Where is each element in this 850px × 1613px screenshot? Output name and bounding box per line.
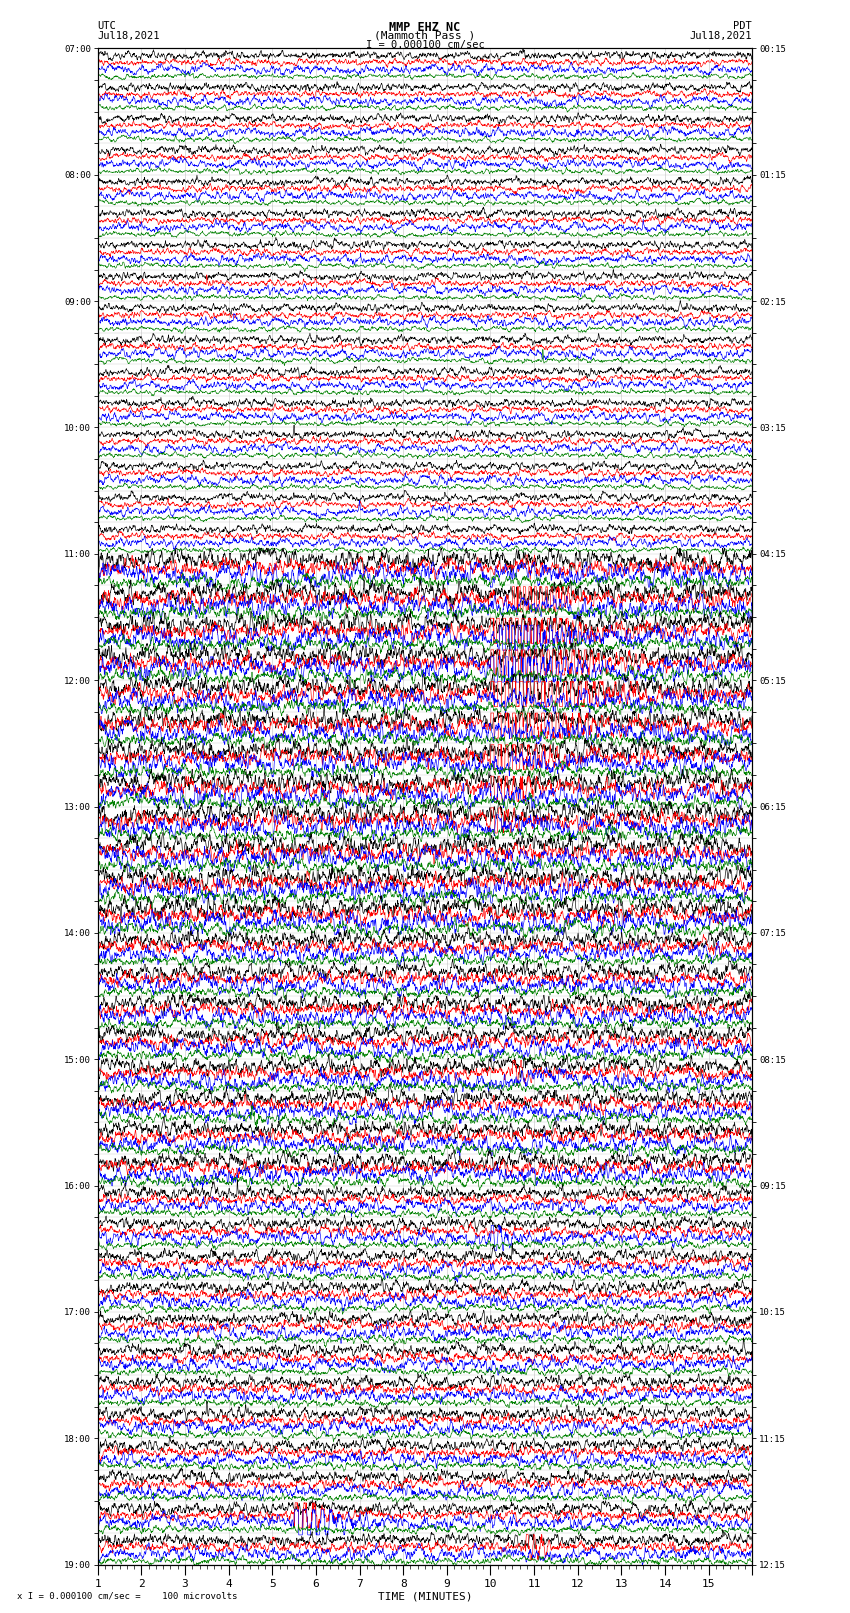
- Text: PDT: PDT: [734, 21, 752, 31]
- X-axis label: TIME (MINUTES): TIME (MINUTES): [377, 1592, 473, 1602]
- Text: (Mammoth Pass ): (Mammoth Pass ): [374, 31, 476, 40]
- Text: x I = 0.000100 cm/sec =    100 microvolts: x I = 0.000100 cm/sec = 100 microvolts: [17, 1590, 237, 1600]
- Text: I = 0.000100 cm/sec: I = 0.000100 cm/sec: [366, 40, 484, 50]
- Text: UTC: UTC: [98, 21, 116, 31]
- Text: Jul18,2021: Jul18,2021: [98, 31, 161, 40]
- Text: MMP EHZ NC: MMP EHZ NC: [389, 21, 461, 34]
- Text: Jul18,2021: Jul18,2021: [689, 31, 752, 40]
